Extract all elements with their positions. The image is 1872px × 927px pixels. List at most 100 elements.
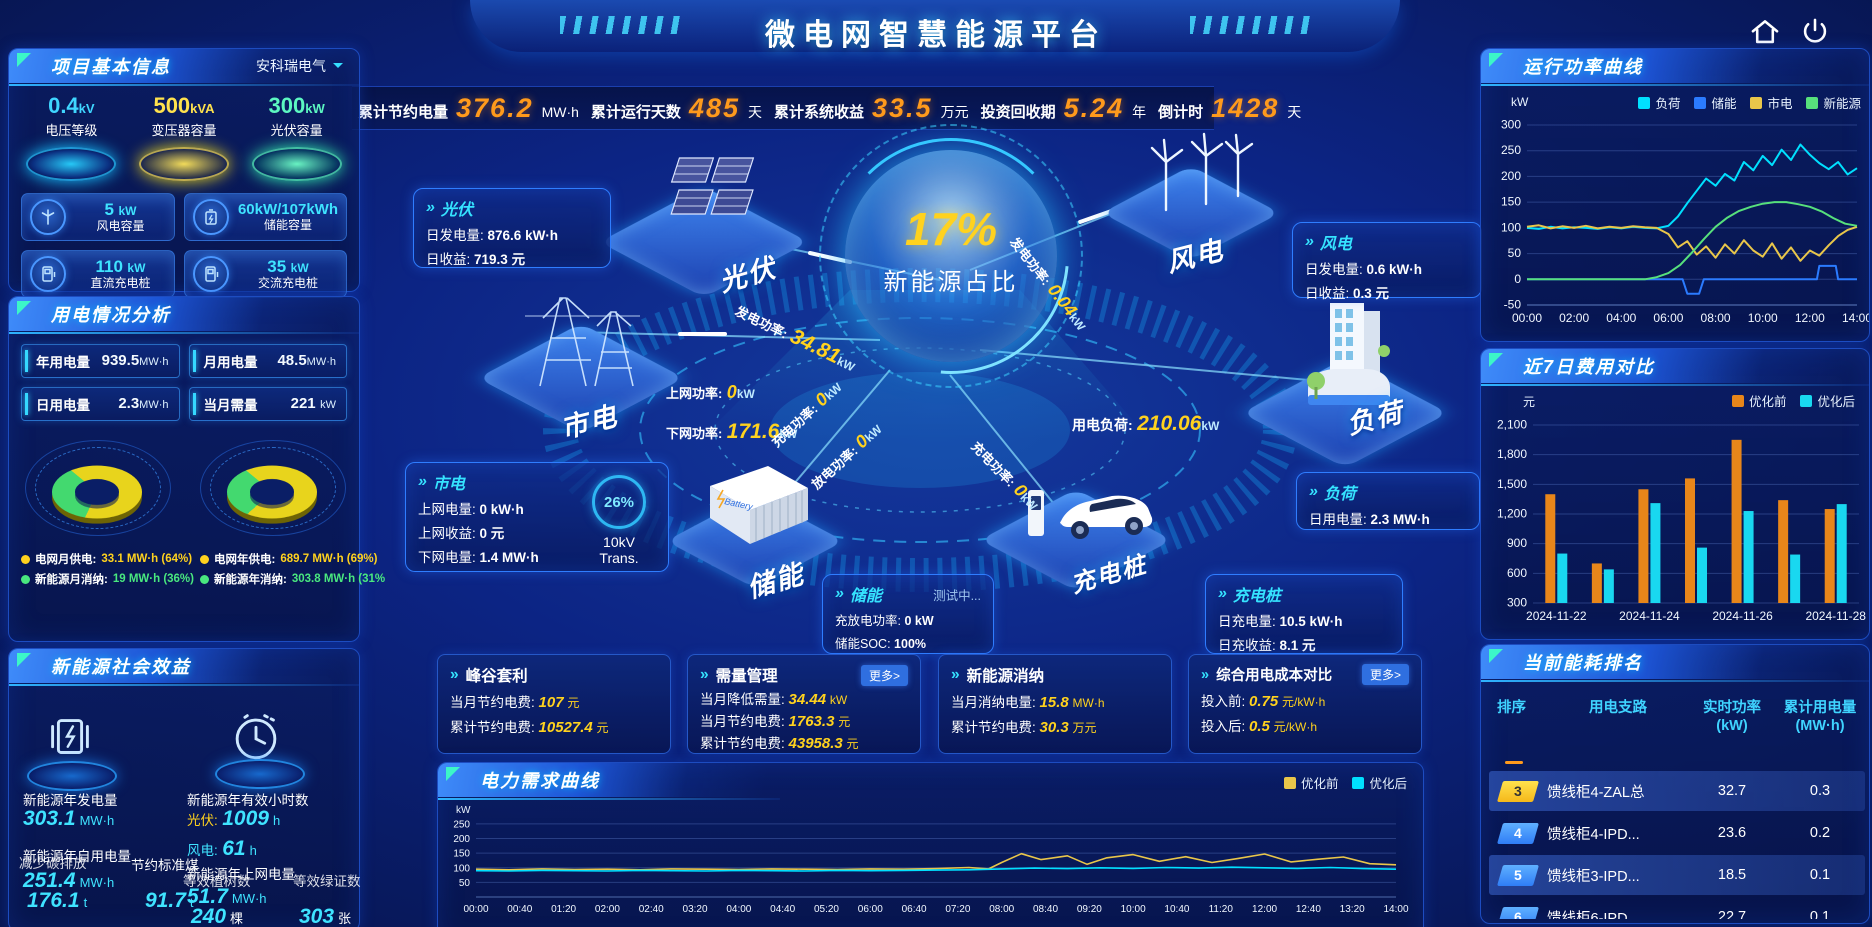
- svg-text:04:00: 04:00: [726, 904, 751, 915]
- svg-text:150: 150: [453, 849, 470, 860]
- legend-dot: [200, 554, 209, 564]
- svg-text:01:20: 01:20: [551, 904, 576, 915]
- chevron-icon: [1201, 667, 1209, 683]
- legend-item[interactable]: 优化后: [1800, 391, 1855, 410]
- benefit-export-label: 新能源年上网电量: [187, 867, 295, 882]
- rank-badge: 4: [1496, 822, 1540, 844]
- energy-board-icon: [41, 709, 99, 767]
- svg-text:08:40: 08:40: [1033, 904, 1058, 915]
- rank-badge: 5: [1496, 864, 1540, 886]
- panel-run-power: 运行功率曲线 kW 负荷 储能 市电 新能源 300 250 200 150 100 50 0 -5…: [1480, 48, 1870, 342]
- panel-header-benefit: 新能源社会效益: [9, 649, 359, 686]
- grid-info-card: 市电 上网电量: 0 kW·h 上网收益: 0 元 下网电量: 1.4 MW·h…: [405, 462, 669, 572]
- svg-text:250: 250: [453, 819, 470, 830]
- panel-header-project: 项目基本信息 安科瑞电气: [9, 49, 359, 86]
- svg-text:100: 100: [453, 863, 470, 874]
- ranking-row[interactable]: 3 馈线柜4-ZAL总 32.7 0.3: [1489, 771, 1865, 811]
- legend-item[interactable]: 优化前: [1731, 391, 1786, 410]
- svg-text:00:40: 00:40: [507, 904, 532, 915]
- company-selector[interactable]: 安科瑞电气: [256, 56, 343, 76]
- ranking-row[interactable]: 4 馈线柜4-IPD... 23.6 0.2: [1489, 813, 1865, 853]
- podium-pv: 300kW 光伏容量: [245, 93, 349, 181]
- svg-text:08:00: 08:00: [1701, 311, 1731, 325]
- svg-text:06:00: 06:00: [858, 904, 883, 915]
- benefit-coal-label: 节约标准煤: [131, 858, 199, 873]
- benefit-selfuse-label: 新能源年自用电量: [23, 849, 131, 864]
- rank-badge: 6: [1496, 906, 1540, 919]
- flow-grid-import-power: 下网功率: 171.6kW: [666, 420, 798, 443]
- title-decoration-right: [1190, 16, 1310, 34]
- svg-text:10:00: 10:00: [1748, 311, 1778, 325]
- legend-grid-month: 电网月供电: 33.1 MW·h (64%): [21, 551, 194, 567]
- podium-voltage: 0.4kV 电压等级: [19, 93, 123, 181]
- capacity-card-storage: 60kW/107kWh 储能容量: [183, 193, 347, 241]
- donut-legend: 电网月供电: 33.1 MW·h (64%) 电网年供电: 689.7 MW·h (…: [9, 539, 385, 587]
- legend-item[interactable]: 优化后: [1352, 773, 1407, 792]
- corner-arrow-icon: [1489, 53, 1503, 67]
- kpi-system-income: 累计系统收益 33.5 万元: [774, 92, 969, 123]
- svg-text:02:00: 02:00: [595, 904, 620, 915]
- building-art: [1307, 303, 1390, 405]
- benefit-hours-label: 新能源年有效小时数: [187, 793, 309, 808]
- capacity-card-dc-charger: 110 kW 直流充电桩: [21, 250, 175, 298]
- ac-charger-icon: [192, 256, 229, 292]
- svg-text:2024-11-26: 2024-11-26: [1712, 609, 1773, 623]
- benefit-certs-value: 303 张: [299, 905, 352, 927]
- capacity-grid: 5 kW 风电容量 60kW/107kWh 储能容量 110 kW 直流充电桩 35 …: [9, 181, 359, 298]
- stat-day-usage: 日用电量 2.3MW·h: [21, 387, 180, 421]
- panel-title: 当前能耗排名: [1523, 653, 1643, 673]
- legend-item[interactable]: 市电: [1750, 93, 1792, 112]
- kpi-countdown: 倒计时 1428 天: [1158, 92, 1302, 123]
- home-icon[interactable]: [1748, 15, 1782, 49]
- flow-grid-export-power: 上网功率: 0kW: [666, 382, 755, 402]
- panel-cost-compare: 近7日费用对比 元 优化前 优化后 2,100 1,800 1,500 1,200 900…: [1480, 348, 1870, 640]
- panel-title: 新能源社会效益: [51, 657, 191, 677]
- benefit-certs-label: 等效绿证数: [293, 874, 361, 889]
- chevron-icon: [450, 666, 459, 684]
- svg-text:12:40: 12:40: [1296, 904, 1321, 915]
- scroll-indicator[interactable]: [1505, 761, 1523, 764]
- donut-year-chart: [197, 435, 347, 539]
- legend-renewable-month: 新能源月消纳: 19 MW·h (36%): [21, 571, 194, 587]
- legend-dot: [21, 574, 30, 584]
- kpi-run-days: 累计运行天数 485 天: [590, 92, 762, 123]
- power-icon[interactable]: [1798, 15, 1832, 49]
- ranking-row[interactable]: 5 馈线柜3-IPD... 18.5 0.1: [1489, 855, 1865, 895]
- ranking-row[interactable]: 6 馈线柜6-IPD 22.7 0.1: [1489, 897, 1865, 919]
- chevron-icon: [426, 199, 435, 217]
- capacity-card-wind: 5 kW 风电容量: [21, 193, 175, 241]
- podium-row: 0.4kV 电压等级 500kVA 变压器容量 300kW 光伏容量: [9, 83, 359, 181]
- legend-item[interactable]: 储能: [1694, 93, 1736, 112]
- legend-item[interactable]: 负荷: [1638, 93, 1680, 112]
- legend-item[interactable]: 新能源: [1806, 93, 1861, 112]
- podium-glow: [26, 147, 117, 181]
- podium-glow: [138, 147, 229, 181]
- battery-container-art: Battery: [710, 466, 808, 544]
- legend-dot: [21, 554, 30, 564]
- svg-text:200: 200: [1501, 169, 1521, 183]
- svg-text:09:20: 09:20: [1077, 904, 1102, 915]
- panel-power-demand: 电力需求曲线 优化前 优化后 kW 250 200 150 100 50 00:00 00:4…: [437, 762, 1424, 927]
- corner-arrow-icon: [446, 767, 460, 781]
- card-peak-valley-arbitrage: 峰谷套利 当月节约电费: 107 元 累计节约电费: 10527.4 元: [437, 654, 671, 754]
- corner-arrow-icon: [17, 53, 31, 67]
- legend-item[interactable]: 优化前: [1283, 773, 1338, 792]
- benefit-coal-value: 91.7 t: [145, 889, 194, 912]
- kpi-saved-energy: 累计节约电量 376.2 MW·h: [358, 92, 579, 123]
- rank-badge: 3: [1496, 780, 1540, 802]
- benefit-export-value: 51.7 MW·h: [187, 885, 267, 908]
- svg-text:06:00: 06:00: [1653, 311, 1683, 325]
- svg-text:02:40: 02:40: [639, 904, 664, 915]
- podium-glow: [251, 147, 342, 181]
- stat-year-usage: 年用电量 939.5MW·h: [21, 344, 180, 378]
- svg-text:600: 600: [1507, 566, 1527, 580]
- svg-text:2024-11-22: 2024-11-22: [1526, 609, 1587, 623]
- panel-energy-ranking: 当前能耗排名 排序 用电支路 实时功率 (kW) 累计用电量 (MW·h) 3 馈线…: [1480, 644, 1870, 924]
- more-button[interactable]: 更多>: [860, 664, 908, 686]
- capacity-card-ac-charger: 35 kW 交流充电桩: [183, 250, 347, 298]
- panel-title: 项目基本信息: [51, 57, 171, 77]
- more-button[interactable]: 更多>: [1361, 664, 1409, 685]
- benefit-selfuse-value: 251.4 MW·h: [23, 869, 115, 892]
